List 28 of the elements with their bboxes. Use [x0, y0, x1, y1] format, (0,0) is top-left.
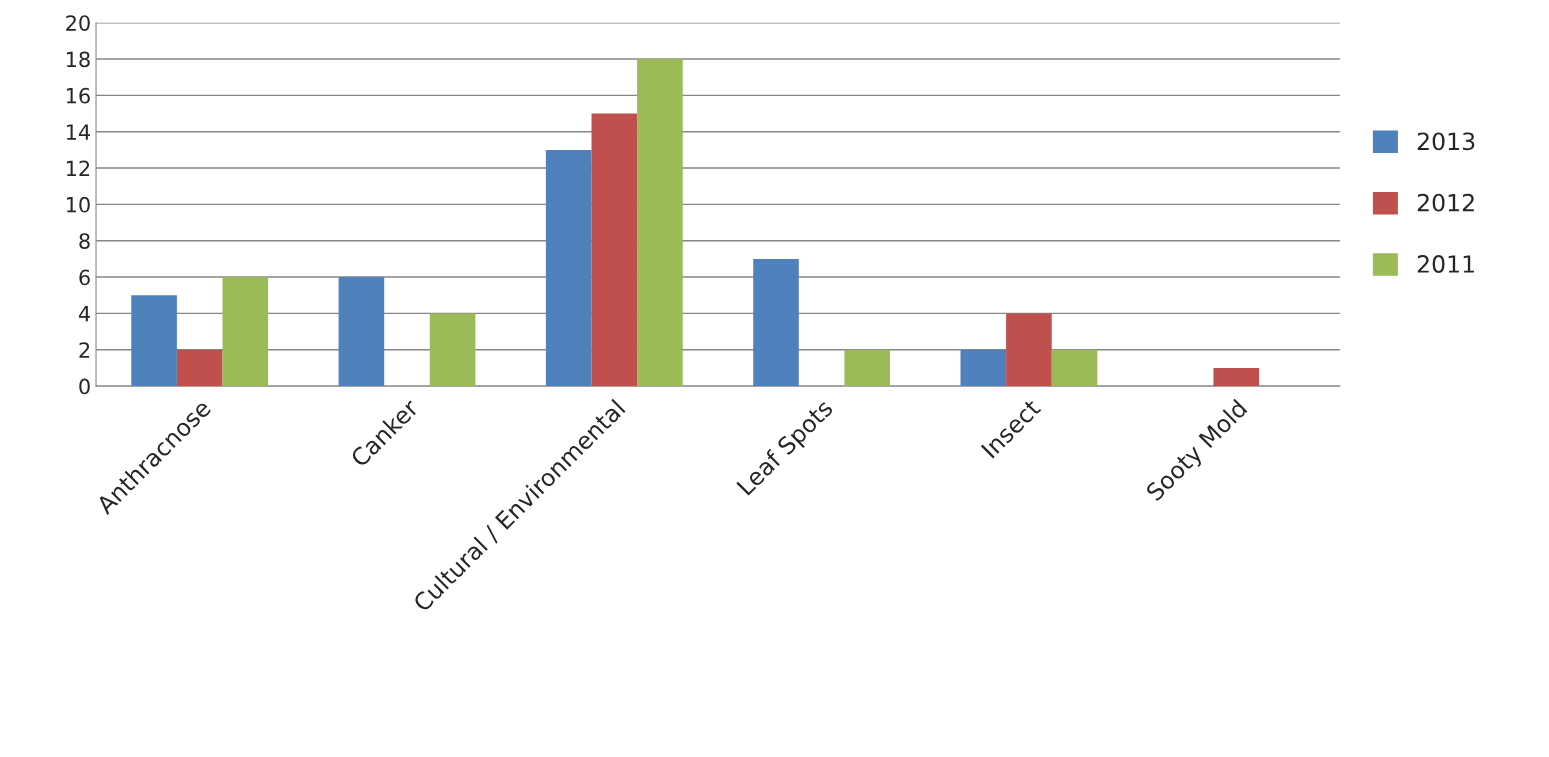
- y-tick-label: 2: [79, 342, 90, 358]
- y-tick-label: 16: [66, 87, 90, 104]
- y-tick-label: 14: [66, 124, 91, 140]
- y-tick-label: 0: [79, 378, 90, 395]
- bar: [1213, 367, 1260, 387]
- bar: [545, 149, 592, 387]
- bar: [960, 349, 1007, 387]
- bar: [338, 277, 385, 387]
- y-tick-label: 12: [66, 160, 90, 176]
- bar: [176, 349, 223, 387]
- legend-label: 2011: [1417, 255, 1474, 273]
- bar: [753, 258, 799, 387]
- y-tick-label: 18: [66, 51, 90, 68]
- bar: [222, 277, 269, 387]
- bar: [1051, 349, 1098, 387]
- legend-label: 2012: [1417, 193, 1474, 212]
- y-tick-label: 4: [78, 306, 91, 322]
- y-tick-label: 20: [66, 15, 90, 31]
- bar: [131, 295, 177, 387]
- bar: [637, 59, 683, 387]
- bar: [844, 349, 891, 387]
- bar: [1006, 313, 1052, 387]
- bar: [591, 113, 638, 387]
- y-tick-label: 8: [79, 233, 90, 249]
- bar: [429, 313, 476, 387]
- y-tick-label: 6: [79, 269, 90, 286]
- legend-label: 2013: [1417, 132, 1475, 151]
- y-tick-label: 10: [66, 196, 90, 213]
